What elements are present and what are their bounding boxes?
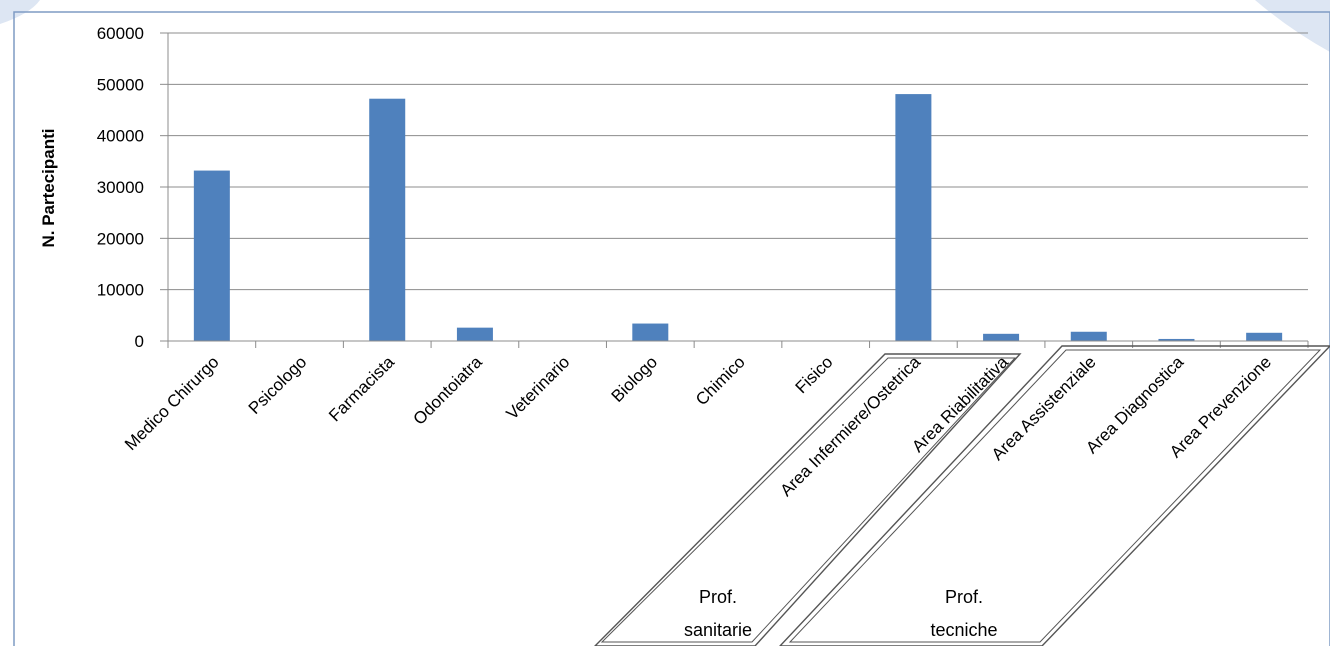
background-shape-right <box>1255 0 1330 52</box>
y-tick-label: 50000 <box>97 75 144 94</box>
y-tick-label: 20000 <box>97 229 144 248</box>
bar <box>632 323 669 341</box>
x-tick-label: Area Riabilitativa <box>908 352 1012 456</box>
x-tick-labels: Medico Chirurgo Psicologo Farmacista Odonto… <box>121 352 1275 500</box>
x-tick-label: Fisico <box>792 352 837 397</box>
y-axis-title: N. Partecipanti <box>39 128 58 247</box>
chart-frame <box>13 11 1330 646</box>
group-label-sanitarie-line2: sanitarie <box>684 620 752 640</box>
group-label-tecniche-line2: tecniche <box>930 620 997 640</box>
group-label-sanitarie-line1: Prof. <box>699 587 737 607</box>
y-tick-label: 10000 <box>97 281 144 300</box>
bars <box>193 94 1283 341</box>
x-tick-label: Medico Chirurgo <box>121 352 223 454</box>
axes <box>160 32 1309 348</box>
x-tick-label: Veterinario <box>503 352 574 423</box>
y-tick-label: 60000 <box>97 24 144 43</box>
x-tick-label: Odontoiatra <box>409 352 486 429</box>
group-bracket-sanitarie: Prof. sanitarie <box>594 353 1022 646</box>
bar <box>895 94 932 341</box>
y-tick-label: 0 <box>135 332 144 351</box>
x-tick-label: Biologo <box>608 352 662 406</box>
y-tick-label: 40000 <box>97 127 144 146</box>
x-tick-label: Psicologo <box>245 352 311 418</box>
bar <box>369 98 406 341</box>
x-tick-label: Chimico <box>692 352 749 409</box>
gridlines <box>168 32 1308 291</box>
bar <box>1246 332 1283 341</box>
group-bracket-tecniche: Prof. tecniche <box>779 345 1330 646</box>
bar <box>1158 338 1195 341</box>
bar <box>193 170 230 341</box>
y-tick-labels: 0 10000 20000 30000 40000 50000 60000 <box>97 24 144 351</box>
y-tick-label: 30000 <box>97 178 144 197</box>
group-label-tecniche-line1: Prof. <box>945 587 983 607</box>
bar <box>1070 331 1107 341</box>
bar <box>456 327 493 341</box>
bar <box>983 333 1020 341</box>
x-tick-label: Farmacista <box>325 352 398 425</box>
x-tick-label: Area Infermiere/Ostetrica <box>776 352 924 500</box>
